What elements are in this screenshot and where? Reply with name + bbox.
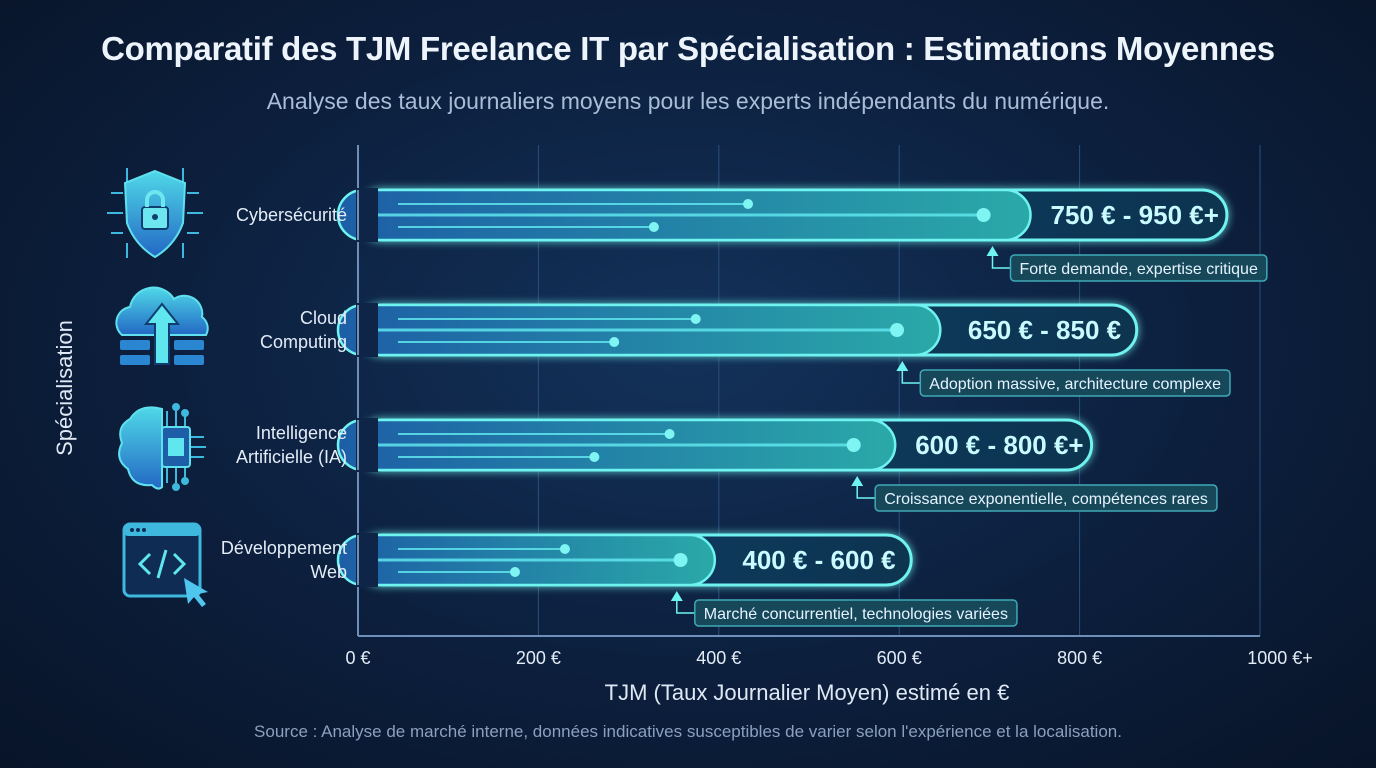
note-text: Marché concurrentiel, technologies varié… [704, 606, 1008, 623]
chart-subtitle: Analyse des taux journaliers moyens pour… [266, 88, 1110, 114]
x-tick-label: 400 € [696, 648, 741, 668]
code-window-icon [122, 522, 208, 607]
x-tick-label: 0 € [345, 648, 370, 668]
bars: 750 € - 950 €+ Forte demande, expertise c… [336, 188, 1268, 627]
shield-lock-icon [107, 168, 203, 259]
x-tick-label: 200 € [516, 648, 561, 668]
bar-group: 600 € - 800 €+ Croissance exponentielle, … [336, 418, 1218, 512]
bar-mask [356, 418, 378, 472]
category-labels: Cybersécurité Cloud Computing Intelligence A… [221, 205, 347, 582]
category-label: Intelligence [256, 423, 347, 443]
arrow-icon [986, 246, 999, 256]
y-axis-label: Spécialisation [52, 320, 77, 456]
connector-line [991, 256, 1011, 269]
bar-group: 750 € - 950 €+ Forte demande, expertise c… [336, 188, 1268, 282]
data-point [890, 323, 905, 337]
data-point [648, 222, 659, 232]
arrow-icon [896, 361, 909, 371]
data-point [509, 567, 520, 577]
note-box [694, 599, 1018, 627]
category-icons [107, 168, 209, 607]
range-label: 600 € - 800 €+ [915, 430, 1083, 460]
data-point [609, 337, 620, 347]
cloud-upload-icon [115, 286, 209, 365]
range-label: 750 € - 950 €+ [1050, 200, 1218, 230]
data-point [743, 199, 754, 209]
x-tick-labels: 0 € 200 € 400 € 600 € 800 € 1000 €+ [345, 648, 1312, 668]
category-label: Artificielle (IA) [236, 447, 347, 467]
connector-line [901, 371, 921, 384]
note-box [919, 369, 1231, 397]
data-point [690, 314, 701, 324]
category-label: Computing [260, 332, 347, 352]
x-tick-label: 1000 €+ [1247, 648, 1313, 668]
x-tick-label: 600 € [877, 648, 922, 668]
data-point [589, 452, 600, 462]
bar-mask [356, 533, 378, 587]
data-point [559, 544, 570, 554]
category-label: Développement [221, 538, 347, 558]
note-box [1009, 254, 1268, 282]
bar-mask [356, 303, 378, 357]
bar-group: 400 € - 600 € Marché concurrentiel, techn… [336, 533, 1018, 627]
brain-chip-icon [118, 403, 206, 491]
note-text: Forte demande, expertise critique [1020, 261, 1258, 278]
source-note: Source : Analyse de marché interne, donn… [254, 722, 1122, 741]
connector-line [676, 601, 695, 614]
data-point [846, 438, 861, 452]
x-tick-label: 800 € [1057, 648, 1102, 668]
x-axis-label: TJM (Taux Journalier Moyen) estimé en € [605, 680, 1010, 705]
category-label: Cloud [300, 308, 347, 328]
bar-mask [356, 188, 378, 242]
data-point [664, 429, 675, 439]
range-label: 400 € - 600 € [742, 545, 895, 575]
note-box [874, 484, 1218, 512]
data-point [976, 208, 991, 222]
note-text: Croissance exponentielle, compétences ra… [884, 491, 1208, 508]
arrow-icon [670, 591, 683, 601]
arrow-icon [851, 476, 864, 486]
range-label: 650 € - 850 € [968, 315, 1121, 345]
connector-line [856, 486, 876, 499]
category-label: Web [310, 562, 347, 582]
note-text: Adoption massive, architecture complexe [929, 376, 1221, 393]
chart-title: Comparatif des TJM Freelance IT par Spéc… [101, 30, 1275, 67]
bar-group: 650 € - 850 € Adoption massive, architect… [336, 303, 1231, 397]
category-label: Cybersécurité [236, 205, 347, 225]
data-point [673, 553, 688, 567]
